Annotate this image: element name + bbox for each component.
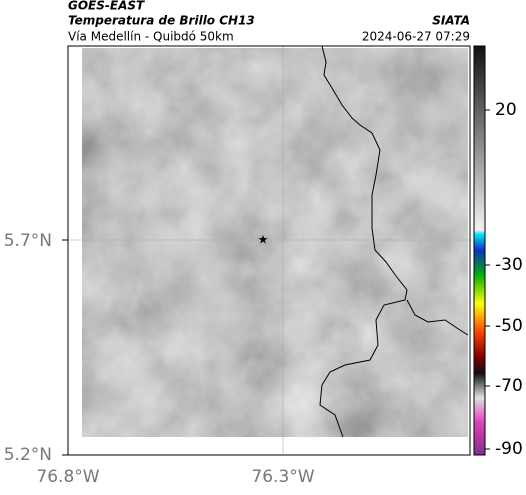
lat-label: 5.2°N [4,445,52,465]
title: Temperatura de Brillo CH13 [68,14,255,28]
colorbar-label: -50 [495,316,523,336]
org: SIATA [432,14,470,28]
subtitle: Vía Medellín - Quibdó 50km [68,30,234,44]
colorbar-label: 20 [495,100,517,120]
border [319,45,408,438]
map-frame [67,45,471,456]
city-marker: ★ [258,233,269,247]
colorbar-ticks: 20 -30 -50 -70 -90 [485,100,523,459]
lat-label: 5.7°N [4,231,52,251]
lon-label: 76.3°W [251,467,314,487]
satellite-image [82,48,468,437]
datetime: 2024-06-27 07:29 [362,30,470,44]
source: GOES-EAST [68,0,145,13]
border [406,299,469,336]
colorbar-label: -90 [495,439,523,459]
colorbar-label: -30 [495,255,523,275]
colorbar [473,45,486,456]
lon-label: 76.8°W [36,467,99,487]
colorbar-label: -70 [495,376,523,396]
